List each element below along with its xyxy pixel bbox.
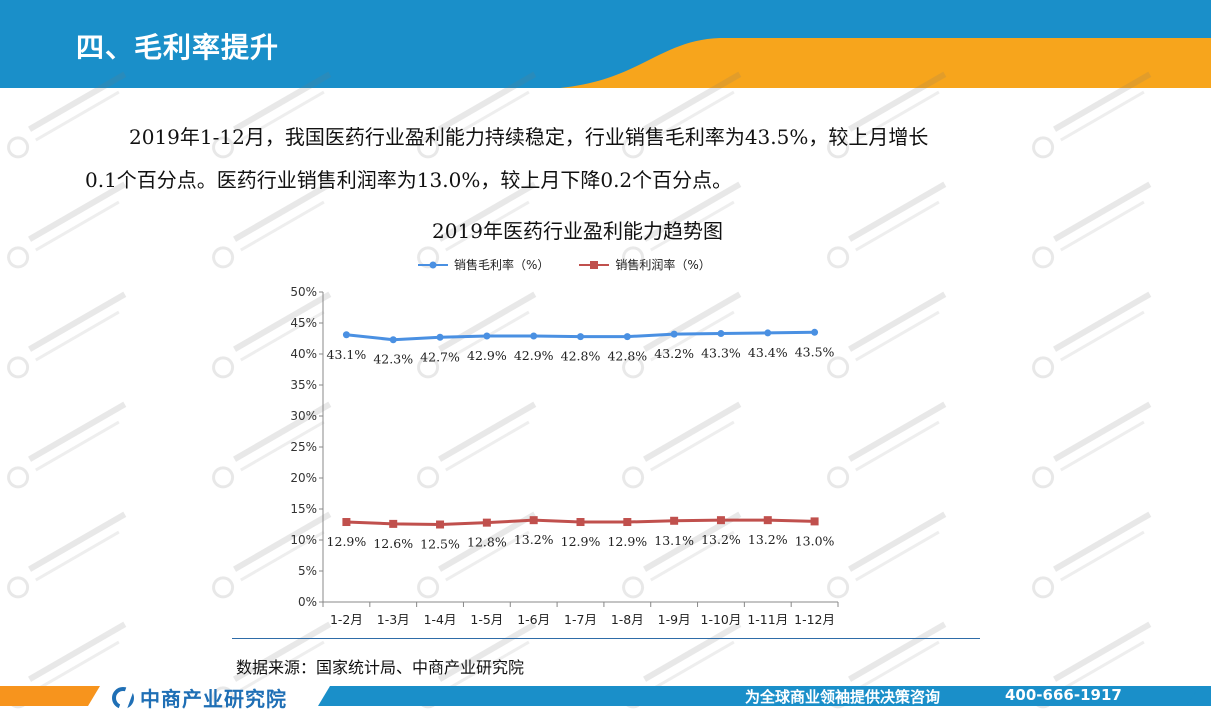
data-point-profit-margin	[529, 516, 538, 525]
company-logo-icon	[112, 686, 134, 709]
data-label: 13.2%	[748, 532, 788, 547]
line-chart: 0% 5% 10% 15% 20% 25% 30% 35% 40% 45% 50% 1-2月 1-3月 1…	[290, 285, 839, 627]
data-point-profit-margin	[623, 518, 632, 527]
source-divider	[232, 638, 980, 639]
y-tick-label: 10%	[290, 533, 317, 547]
data-label: 12.6%	[373, 536, 413, 551]
header-banner: 四、毛利率提升	[0, 0, 1211, 88]
x-tick-label: 1-11月	[747, 612, 788, 627]
watermark	[1025, 503, 1175, 613]
data-point-gross-margin	[811, 328, 819, 336]
footer-bar	[0, 680, 1211, 715]
footer-phone: 400-666-1917	[1005, 686, 1122, 704]
data-label: 12.8%	[467, 535, 507, 550]
data-label: 12.9%	[327, 534, 367, 549]
page-title: 四、毛利率提升	[76, 31, 280, 64]
data-label: 12.9%	[607, 534, 647, 549]
data-label: 42.8%	[561, 349, 601, 364]
data-point-profit-margin	[482, 518, 491, 527]
legend-label-profit-margin: 销售利润率（%）	[615, 258, 711, 272]
data-label: 13.2%	[514, 532, 554, 547]
watermark	[0, 503, 150, 613]
watermark	[0, 283, 150, 393]
x-tick-label: 1-6月	[517, 612, 550, 627]
data-point-gross-margin	[623, 333, 631, 341]
data-point-profit-margin	[576, 518, 585, 527]
data-source: 数据来源：国家统计局、中商产业研究院	[236, 658, 525, 677]
data-point-profit-margin	[810, 517, 819, 526]
chart-title: 2019年医药行业盈利能力趋势图	[432, 219, 723, 243]
data-label: 13.1%	[654, 533, 694, 548]
data-point-gross-margin	[670, 330, 678, 338]
header-background	[0, 0, 1211, 88]
data-label: 43.4%	[748, 345, 788, 360]
y-tick-label: 20%	[290, 471, 317, 485]
data-point-gross-margin	[577, 333, 584, 341]
data-label: 12.9%	[561, 534, 601, 549]
x-tick-label: 1-3月	[377, 612, 410, 627]
y-tick-label: 15%	[290, 502, 317, 516]
data-point-gross-margin	[436, 333, 444, 341]
data-label: 42.7%	[420, 349, 460, 364]
footer-background	[0, 686, 1211, 706]
data-point-profit-margin	[716, 516, 725, 525]
y-tick-label: 40%	[290, 347, 317, 361]
x-tick-label: 1-12月	[794, 612, 835, 627]
x-tick-label: 1-2月	[330, 612, 363, 627]
watermark	[1025, 393, 1175, 503]
footer-slogan: 为全球商业领袖提供决策咨询	[745, 688, 941, 706]
y-tick-label: 5%	[298, 564, 317, 578]
x-tick-label: 1-9月	[658, 612, 691, 627]
data-point-gross-margin	[389, 336, 397, 344]
data-point-gross-margin	[530, 332, 538, 340]
y-tick-label: 25%	[290, 440, 317, 454]
x-tick-label: 1-7月	[564, 612, 597, 627]
x-tick-label: 1-5月	[470, 612, 503, 627]
legend-label-gross-margin: 销售毛利率（%）	[454, 258, 550, 272]
legend-item-profit-margin: 销售利润率（%）	[579, 256, 711, 273]
watermark	[1025, 283, 1175, 393]
data-label: 13.0%	[795, 533, 835, 548]
data-label: 42.8%	[607, 349, 647, 364]
watermark	[0, 393, 150, 503]
data-point-profit-margin	[389, 519, 398, 528]
x-tick-label: 1-10月	[701, 612, 742, 627]
footer-logo-text: 中商产业研究院	[140, 687, 287, 711]
data-point-profit-margin	[342, 518, 351, 527]
data-label: 13.2%	[701, 532, 741, 547]
data-label: 42.9%	[514, 348, 554, 363]
y-tick-label: 35%	[290, 378, 317, 392]
footer-logo: 中商产业研究院	[112, 683, 287, 712]
y-tick-label: 50%	[290, 285, 317, 299]
legend-swatch-gross-margin	[418, 261, 448, 268]
y-tick-label: 0%	[298, 595, 317, 609]
data-label: 43.5%	[795, 344, 835, 359]
data-label: 12.5%	[420, 537, 460, 552]
data-label: 42.3%	[373, 352, 413, 367]
y-tick-label: 45%	[290, 316, 317, 330]
data-point-gross-margin	[717, 330, 725, 338]
data-point-gross-margin	[764, 329, 772, 337]
y-tick-label: 30%	[290, 409, 317, 423]
data-point-profit-margin	[436, 520, 445, 529]
data-label: 43.3%	[701, 346, 741, 361]
legend-swatch-profit-margin	[579, 260, 610, 269]
data-label: 43.1%	[327, 347, 367, 362]
data-point-profit-margin	[763, 516, 772, 525]
data-label: 42.9%	[467, 348, 507, 363]
intro-line-1: 2019年1-12月，我国医药行业盈利能力持续稳定，行业销售毛利率为43.5%，…	[129, 125, 929, 149]
data-label: 43.2%	[654, 346, 694, 361]
x-tick-label: 1-4月	[424, 612, 457, 627]
data-point-gross-margin	[483, 332, 491, 340]
intro-paragraph: 2019年1-12月，我国医药行业盈利能力持续稳定，行业销售毛利率为43.5%，…	[85, 116, 1125, 202]
chart-legend: 销售毛利率（%） 销售利润率（%）	[418, 256, 711, 273]
data-point-profit-margin	[670, 516, 679, 525]
x-tick-label: 1-8月	[611, 612, 644, 627]
data-point-gross-margin	[342, 331, 350, 339]
legend-item-gross-margin: 销售毛利率（%）	[418, 256, 549, 273]
intro-line-2: 0.1个百分点。医药行业销售利润率为13.0%，较上月下降0.2个百分点。	[85, 168, 733, 192]
